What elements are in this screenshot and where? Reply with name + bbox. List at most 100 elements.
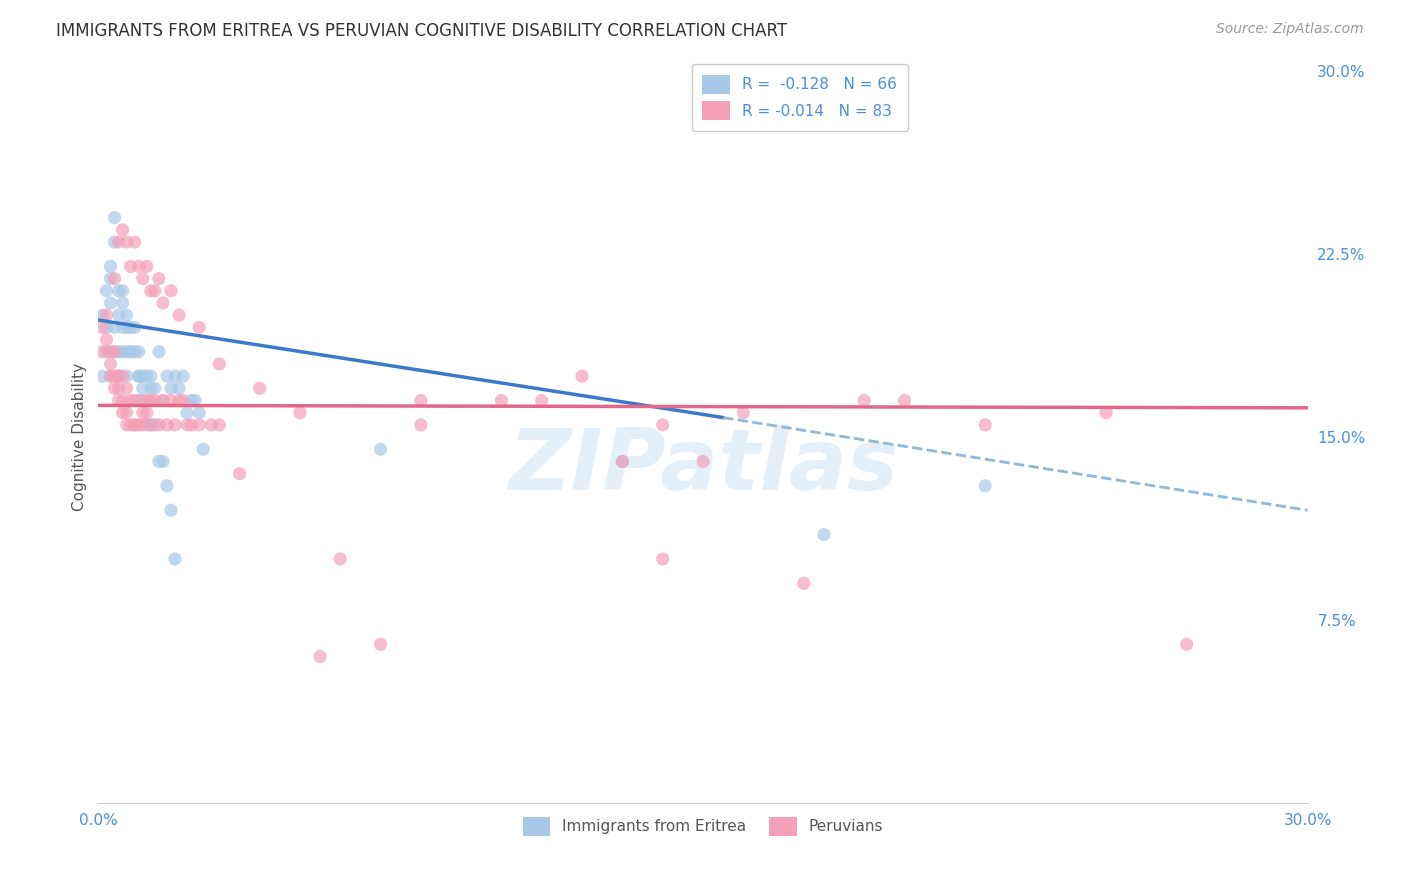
- Legend: Immigrants from Eritrea, Peruvians: Immigrants from Eritrea, Peruvians: [512, 806, 894, 847]
- Point: [111, 369, 134, 384]
- Point: [100, 369, 122, 384]
- Point: [612, 454, 634, 468]
- Point: [132, 393, 155, 408]
- Point: [124, 320, 146, 334]
- Point: [132, 381, 155, 395]
- Point: [288, 406, 311, 420]
- Point: [733, 406, 755, 420]
- Point: [200, 417, 222, 432]
- Point: [139, 393, 162, 408]
- Point: [135, 417, 157, 432]
- Point: [115, 308, 138, 322]
- Point: [120, 320, 142, 334]
- Point: [1175, 637, 1198, 651]
- Point: [167, 308, 190, 322]
- Text: IMMIGRANTS FROM ERITREA VS PERUVIAN COGNITIVE DISABILITY CORRELATION CHART: IMMIGRANTS FROM ERITREA VS PERUVIAN COGN…: [56, 22, 787, 40]
- Point: [156, 417, 179, 432]
- Point: [115, 320, 138, 334]
- Point: [91, 320, 114, 334]
- Point: [184, 393, 207, 408]
- Point: [115, 381, 138, 395]
- Point: [120, 344, 142, 359]
- Point: [111, 320, 134, 334]
- Point: [100, 344, 122, 359]
- Point: [1095, 406, 1118, 420]
- Point: [491, 393, 513, 408]
- Point: [124, 235, 146, 249]
- Point: [100, 271, 122, 285]
- Point: [107, 235, 129, 249]
- Point: [152, 393, 174, 408]
- Point: [124, 344, 146, 359]
- Point: [148, 417, 170, 432]
- Point: [132, 271, 155, 285]
- Point: [180, 393, 202, 408]
- Point: [135, 369, 157, 384]
- Text: Source: ZipAtlas.com: Source: ZipAtlas.com: [1216, 22, 1364, 37]
- Point: [115, 369, 138, 384]
- Point: [128, 369, 150, 384]
- Point: [853, 393, 876, 408]
- Point: [103, 369, 125, 384]
- Point: [111, 284, 134, 298]
- Point: [167, 381, 190, 395]
- Point: [893, 393, 915, 408]
- Point: [103, 211, 125, 225]
- Point: [172, 369, 194, 384]
- Point: [91, 369, 114, 384]
- Point: [111, 393, 134, 408]
- Point: [208, 357, 231, 371]
- Point: [100, 296, 122, 310]
- Point: [120, 260, 142, 274]
- Point: [152, 454, 174, 468]
- Point: [128, 344, 150, 359]
- Point: [370, 637, 392, 651]
- Point: [409, 393, 432, 408]
- Text: ZIPatlas: ZIPatlas: [508, 425, 898, 508]
- Point: [135, 406, 157, 420]
- Point: [120, 393, 142, 408]
- Point: [163, 552, 186, 566]
- Point: [132, 369, 155, 384]
- Point: [111, 344, 134, 359]
- Point: [111, 296, 134, 310]
- Point: [651, 417, 673, 432]
- Point: [160, 393, 183, 408]
- Point: [163, 417, 186, 432]
- Point: [208, 417, 231, 432]
- Point: [139, 417, 162, 432]
- Point: [148, 454, 170, 468]
- Point: [120, 344, 142, 359]
- Point: [530, 393, 553, 408]
- Point: [409, 417, 432, 432]
- Point: [228, 467, 250, 481]
- Point: [156, 369, 179, 384]
- Point: [176, 406, 198, 420]
- Point: [135, 260, 157, 274]
- Y-axis label: Cognitive Disability: Cognitive Disability: [72, 363, 87, 511]
- Point: [107, 284, 129, 298]
- Point: [111, 406, 134, 420]
- Point: [100, 260, 122, 274]
- Point: [111, 223, 134, 237]
- Point: [139, 381, 162, 395]
- Point: [103, 381, 125, 395]
- Point: [309, 649, 332, 664]
- Point: [813, 527, 835, 541]
- Point: [152, 393, 174, 408]
- Point: [128, 369, 150, 384]
- Point: [107, 344, 129, 359]
- Point: [107, 381, 129, 395]
- Point: [91, 344, 114, 359]
- Point: [692, 454, 714, 468]
- Point: [132, 417, 155, 432]
- Point: [124, 417, 146, 432]
- Point: [139, 284, 162, 298]
- Point: [132, 406, 155, 420]
- Point: [115, 417, 138, 432]
- Point: [651, 552, 673, 566]
- Point: [143, 393, 166, 408]
- Point: [793, 576, 815, 591]
- Point: [143, 381, 166, 395]
- Point: [124, 393, 146, 408]
